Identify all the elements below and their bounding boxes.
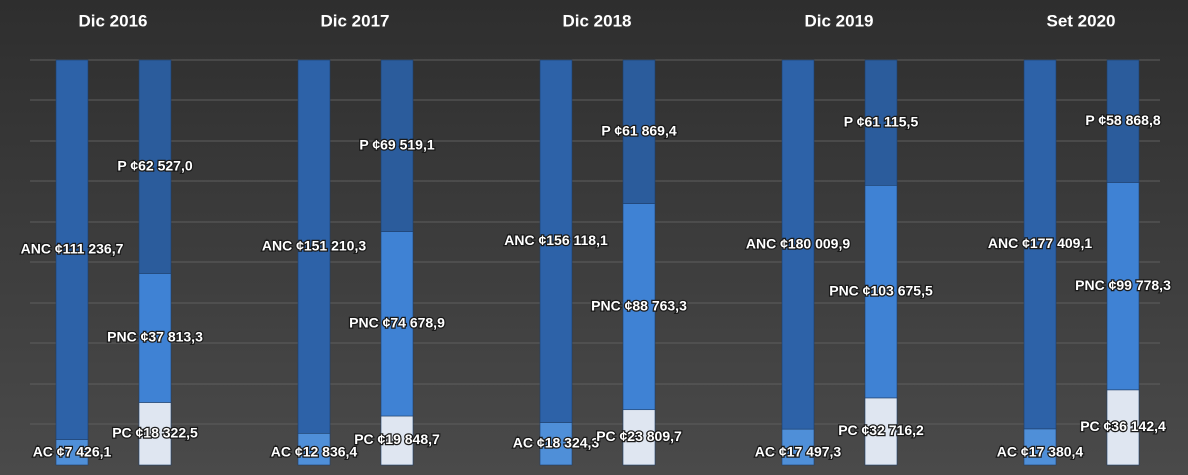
bar-segment — [55, 439, 89, 466]
bar-segment — [1106, 389, 1140, 466]
data-label: PNC ¢74 678,9 — [349, 315, 445, 331]
bar-segment — [622, 409, 656, 466]
bar-segment — [380, 415, 414, 466]
bar-segment — [55, 59, 89, 440]
bar-segment — [1106, 182, 1140, 391]
bar-segment — [864, 59, 898, 186]
bar-segment — [1106, 59, 1140, 183]
data-label: PC ¢23 809,7 — [596, 428, 682, 444]
category-label: Dic 2016 — [79, 11, 148, 30]
data-label: AC ¢18 324,3 — [513, 434, 600, 450]
data-label: ANC ¢151 210,3 — [262, 237, 367, 253]
category-label: Dic 2017 — [321, 11, 390, 30]
data-label: AC ¢12 836,4 — [271, 444, 358, 460]
data-label: PC ¢36 142,4 — [1080, 418, 1166, 434]
bar-segment — [138, 273, 172, 403]
data-label: PNC ¢99 778,3 — [1075, 277, 1171, 293]
grid — [30, 59, 1160, 425]
data-label: P ¢58 868,8 — [1085, 112, 1160, 128]
bar-segment — [380, 231, 414, 417]
bar-segment — [1023, 59, 1057, 430]
data-label: PC ¢18 322,5 — [112, 424, 198, 440]
category-label: Dic 2019 — [805, 11, 874, 30]
data-label: P ¢69 519,1 — [359, 137, 434, 153]
bar-segment — [539, 59, 573, 423]
bar-segment — [622, 203, 656, 411]
data-label: ANC ¢111 236,7 — [21, 241, 124, 257]
data-label: P ¢61 869,4 — [601, 123, 676, 139]
category-label: Set 2020 — [1047, 11, 1116, 30]
bar-segment — [622, 59, 656, 204]
data-label: PNC ¢88 763,3 — [591, 297, 687, 313]
data-label: PNC ¢103 675,5 — [829, 282, 933, 298]
data-label: ANC ¢180 009,9 — [746, 235, 851, 251]
bar-segment — [138, 402, 172, 466]
bar-segment — [380, 59, 414, 232]
data-label: P ¢61 115,5 — [844, 113, 919, 129]
data-label: AC ¢17 497,3 — [755, 444, 842, 460]
bar-segment — [297, 433, 331, 466]
data-label: PC ¢19 848,7 — [354, 431, 440, 447]
data-label: ANC ¢177 409,1 — [988, 235, 1093, 251]
category-label: Dic 2018 — [563, 11, 632, 30]
data-label: PNC ¢37 813,3 — [107, 329, 203, 345]
data-label: P ¢62 527,0 — [117, 157, 192, 173]
bar-segment — [1023, 428, 1057, 466]
bar-segment — [864, 397, 898, 466]
data-label: AC ¢7 426,1 — [33, 444, 112, 460]
bar-segment — [781, 428, 815, 466]
bar-segment — [781, 59, 815, 430]
bar-segment — [297, 59, 331, 434]
data-label: ANC ¢156 118,1 — [504, 232, 608, 248]
bar-segment — [138, 59, 172, 274]
data-label: PC ¢32 716,2 — [838, 422, 924, 438]
data-label: AC ¢17 380,4 — [997, 444, 1084, 460]
